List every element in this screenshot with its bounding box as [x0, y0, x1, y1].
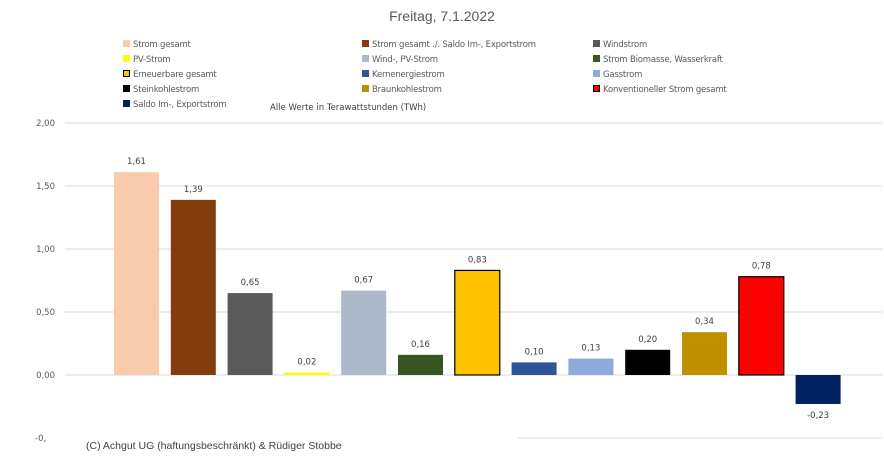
bar	[341, 290, 387, 375]
bar	[454, 269, 501, 376]
bar	[284, 372, 330, 375]
legend-swatch	[123, 100, 130, 107]
data-label: -0,23	[807, 411, 829, 421]
data-label: 1,39	[184, 185, 203, 195]
bar	[625, 349, 671, 375]
legend-label: Wind-, PV-Strom	[372, 55, 438, 65]
legend-swatch	[362, 85, 369, 92]
bar	[227, 293, 273, 375]
legend-swatch	[593, 85, 600, 92]
data-label: 0,83	[468, 255, 487, 265]
data-label: 0,78	[752, 262, 771, 272]
legend-item: Braunkohlestrom	[362, 85, 442, 95]
legend-item: Strom Biomasse, Wasserkraft	[593, 55, 723, 65]
legend-item: Wind-, PV-Strom	[362, 55, 438, 65]
legend-label: Strom gesamt ./. Saldo Im-, Exportstrom	[372, 40, 536, 50]
data-label: 1,61	[127, 157, 146, 167]
bar	[795, 375, 841, 404]
bar	[398, 354, 443, 375]
legend-swatch	[123, 40, 130, 47]
y-tick-label: 0,00	[36, 371, 55, 381]
bar	[738, 276, 785, 376]
legend-label: Erneuerbare gesamt	[133, 70, 217, 80]
bar	[114, 172, 159, 375]
legend-item: Strom gesamt ./. Saldo Im-, Exportstrom	[362, 40, 536, 50]
legend-label: Steinkohlestrom	[133, 85, 200, 95]
legend-label: Saldo Im-, Exportstrom	[133, 100, 227, 110]
legend-label: Strom gesamt	[133, 40, 191, 50]
data-label: 0,10	[525, 347, 544, 357]
legend-label: PV-Strom	[133, 55, 171, 65]
legend-item: Gasstrom	[593, 70, 642, 80]
chart-subtitle: Alle Werte in Terawattstunden (TWh)	[270, 103, 427, 113]
data-label: 0,34	[695, 317, 714, 327]
legend-swatch	[362, 40, 369, 47]
legend-label: Kernenergiestrom	[372, 70, 445, 80]
legend-item: Erneuerbare gesamt	[123, 70, 217, 80]
legend-swatch	[593, 55, 600, 62]
legend-item: Windstrom	[593, 40, 647, 50]
legend-swatch	[362, 70, 369, 77]
data-label: 0,67	[354, 276, 373, 286]
legend-label: Windstrom	[603, 40, 648, 50]
y-tick-label: 0,50	[36, 308, 55, 318]
legend-swatch	[593, 70, 600, 77]
legend-item: Saldo Im-, Exportstrom	[123, 100, 227, 110]
legend-swatch	[362, 55, 369, 62]
y-tick-label: 1,50	[36, 182, 55, 192]
chart-title: Freitag, 7.1.2022	[389, 8, 495, 24]
legend-item: Steinkohlestrom	[123, 85, 199, 95]
bar	[568, 358, 614, 375]
legend-item: Kernenergiestrom	[362, 70, 445, 80]
bar	[511, 362, 557, 375]
legend-item: PV-Strom	[123, 55, 171, 65]
data-label: 0,65	[241, 278, 260, 288]
legend-item: Konventioneller Strom gesamt	[593, 85, 727, 95]
legend-swatch	[123, 70, 130, 77]
bar	[682, 332, 727, 375]
legend-label: Strom Biomasse, Wasserkraft	[603, 55, 723, 65]
legend-swatch	[593, 40, 600, 47]
data-label: 0,20	[638, 335, 657, 345]
legend-swatch	[123, 85, 130, 92]
data-label: 0,16	[411, 340, 430, 350]
y-tick-label: 1,00	[36, 245, 55, 255]
y-tick-label: -0,	[35, 434, 46, 444]
copyright-credit: (C) Achgut UG (haftungsbeschränkt) & Rüd…	[86, 440, 342, 452]
bar	[170, 199, 216, 375]
data-label: 0,13	[581, 344, 600, 354]
legend-label: Gasstrom	[603, 70, 643, 80]
legend-label: Konventioneller Strom gesamt	[603, 85, 727, 95]
legend-label: Braunkohlestrom	[372, 85, 442, 95]
legend-swatch	[123, 55, 130, 62]
legend-item: Strom gesamt	[123, 40, 191, 50]
y-tick-label: 2,00	[36, 119, 55, 129]
data-label: 0,02	[297, 357, 316, 367]
